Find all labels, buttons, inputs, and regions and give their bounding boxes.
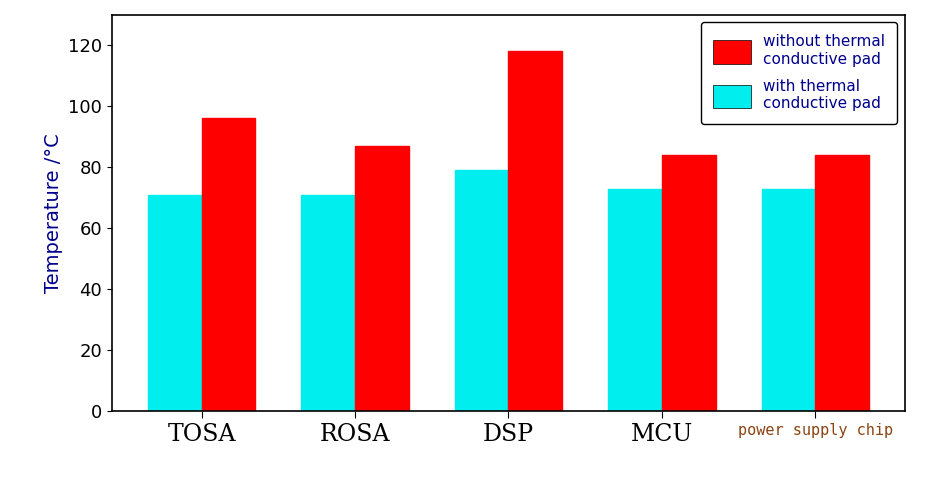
Bar — [608, 189, 661, 411]
Bar — [761, 189, 815, 411]
Bar — [355, 146, 409, 411]
Bar — [815, 155, 869, 411]
Bar — [202, 118, 256, 411]
Y-axis label: Temperature /°C: Temperature /°C — [44, 133, 63, 293]
Legend: without thermal
conductive pad, with thermal
conductive pad: without thermal conductive pad, with the… — [701, 22, 898, 123]
Bar — [508, 51, 563, 411]
Bar — [454, 170, 508, 411]
Bar — [301, 195, 355, 411]
Bar — [661, 155, 716, 411]
Bar — [148, 195, 202, 411]
